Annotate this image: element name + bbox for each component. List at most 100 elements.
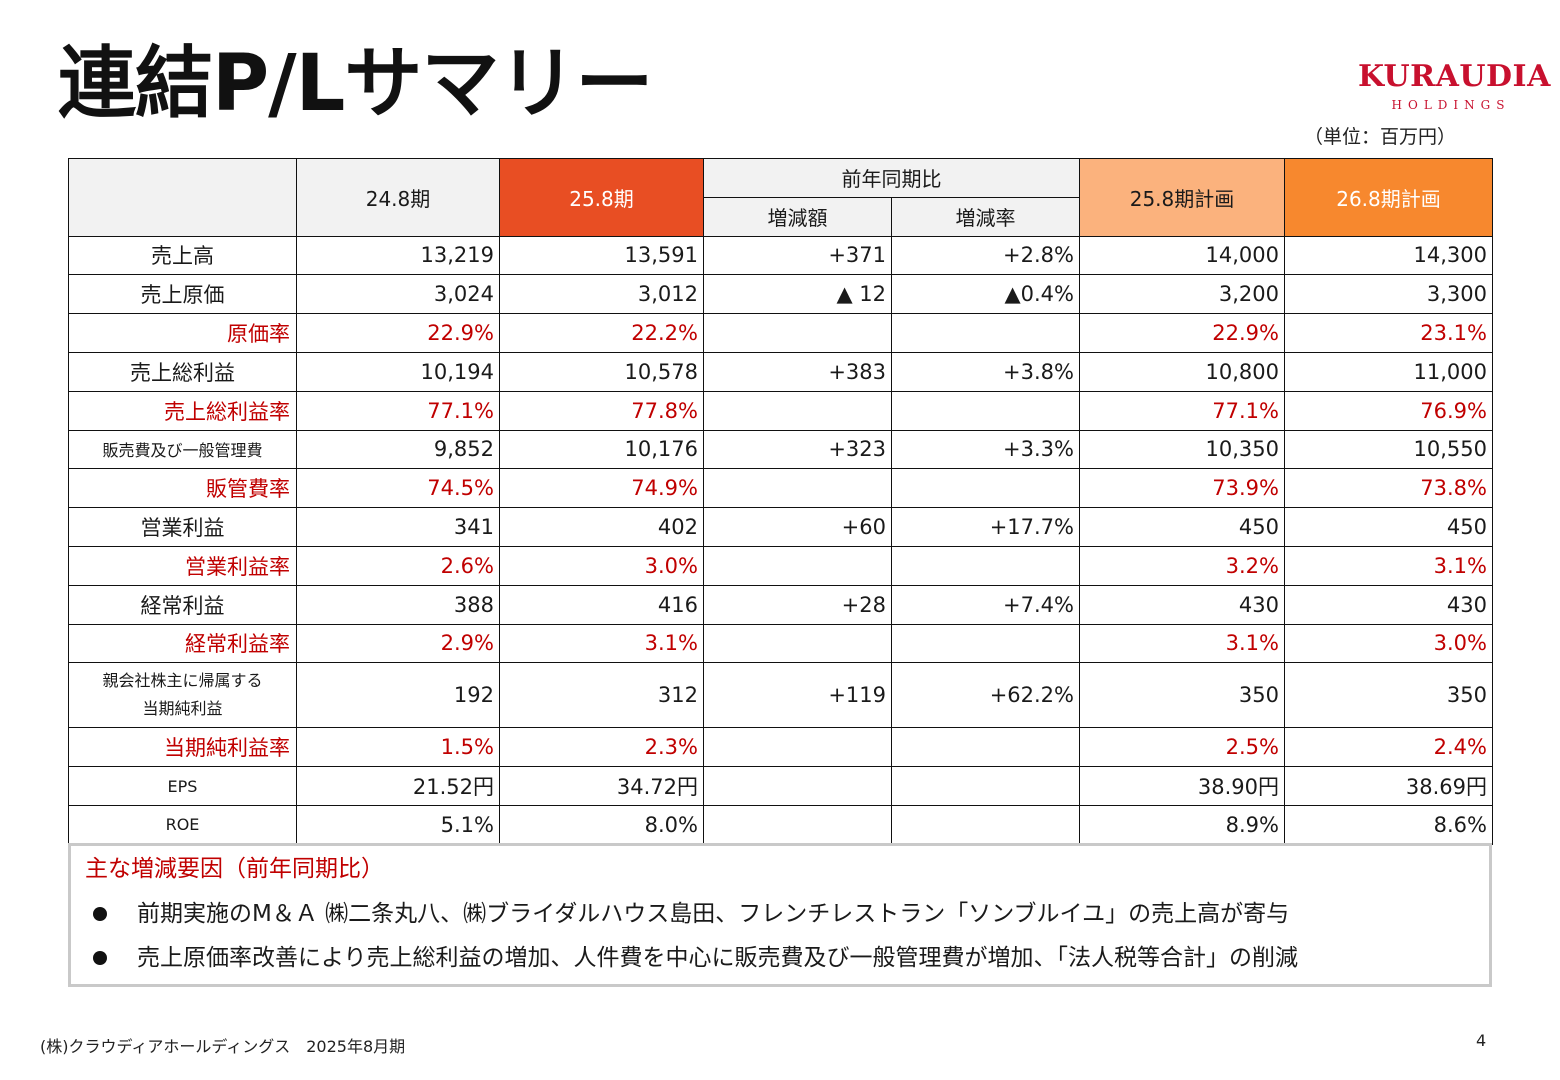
cell-plan26: 450 — [1284, 507, 1493, 547]
cell-plan25: 77.1% — [1079, 390, 1285, 431]
cell-prev: 10,194 — [296, 351, 500, 392]
header-current-period: 25.8期 — [499, 158, 704, 237]
cell-curr: 3.1% — [499, 623, 704, 664]
cell-plan25: 22.9% — [1079, 313, 1285, 353]
row-label: 販管費率 — [68, 468, 297, 509]
table-row: 売上総利益 10,194 10,578 +383 +3.8% 10,800 11… — [68, 351, 1493, 392]
cell-plan25: 10,800 — [1079, 351, 1285, 392]
cell-yoy-amount — [703, 623, 892, 664]
cell-plan25: 3,200 — [1079, 274, 1285, 315]
cell-prev: 2.9% — [296, 623, 500, 664]
table-row: 親会社株主に帰属する 当期純利益 192 312 +119 +62.2% 350… — [68, 662, 1493, 729]
cell-yoy-rate: +7.4% — [891, 584, 1080, 625]
table-row-ratio: 経常利益率 2.9% 3.1% 3.1% 3.0% — [68, 623, 1493, 664]
cell-curr: 3,012 — [499, 274, 704, 315]
bullet-icon — [93, 906, 107, 921]
pl-summary-table: 24.8期 25.8期 前年同期比 25.8期計画 26.8期計画 増減額 増減… — [68, 158, 1493, 845]
header-blank — [68, 158, 297, 237]
unit-label: （単位：百万円） — [1303, 126, 1456, 148]
cell-plan26: 350 — [1284, 662, 1493, 729]
row-label: 親会社株主に帰属する 当期純利益 — [68, 662, 297, 729]
factor-text: 前期実施のM＆Ａ ㈱二条丸八、㈱ブライダルハウス島田、フレンチレストラン「ソンブ… — [137, 900, 1290, 927]
row-label: 売上総利益率 — [68, 390, 297, 431]
cell-yoy-amount — [703, 727, 892, 768]
cell-plan25: 3.1% — [1079, 623, 1285, 664]
table-row: 経常利益 388 416 +28 +7.4% 430 430 — [68, 584, 1493, 625]
cell-plan26: 76.9% — [1284, 390, 1493, 431]
cell-prev: 192 — [296, 662, 500, 729]
table-row-ratio: 売上総利益率 77.1% 77.8% 77.1% 76.9% — [68, 390, 1493, 431]
cell-yoy-rate: +2.8% — [891, 235, 1080, 276]
cell-plan26: 38.69円 — [1284, 766, 1493, 806]
cell-curr: 3.0% — [499, 545, 704, 586]
table-row-ratio: 販管費率 74.5% 74.9% 73.9% 73.8% — [68, 468, 1493, 509]
table-row: 売上高 13,219 13,591 +371 +2.8% 14,000 14,3… — [68, 235, 1493, 276]
cell-yoy-amount: +323 — [703, 429, 892, 470]
cell-plan26: 430 — [1284, 584, 1493, 625]
table-row: 売上原価 3,024 3,012 ▲ 12 ▲0.4% 3,200 3,300 — [68, 274, 1493, 315]
cell-yoy-rate: +3.8% — [891, 351, 1080, 392]
cell-prev: 77.1% — [296, 390, 500, 431]
cell-plan26: 10,550 — [1284, 429, 1493, 470]
table-row: 営業利益 341 402 +60 +17.7% 450 450 — [68, 507, 1493, 547]
cell-plan25: 2.5% — [1079, 727, 1285, 768]
cell-yoy-amount: +119 — [703, 662, 892, 729]
cell-plan26: 8.6% — [1284, 804, 1493, 845]
cell-plan26: 11,000 — [1284, 351, 1493, 392]
cell-prev: 388 — [296, 584, 500, 625]
cell-prev: 1.5% — [296, 727, 500, 768]
cell-yoy-amount — [703, 766, 892, 806]
factor-item: 前期実施のM＆Ａ ㈱二条丸八、㈱ブライダルハウス島田、フレンチレストラン「ソンブ… — [85, 897, 1475, 932]
header-prev-period: 24.8期 — [296, 158, 500, 237]
cell-plan25: 3.2% — [1079, 545, 1285, 586]
row-label: 経常利益率 — [68, 623, 297, 664]
row-label: ROE — [68, 804, 297, 845]
row-label: 原価率 — [68, 313, 297, 353]
logo-sub-text: HOLDINGS — [1391, 98, 1511, 112]
page-title: 連結P/Lサマリー — [58, 39, 653, 129]
row-label: 営業利益 — [68, 507, 297, 547]
table-row: ROE 5.1% 8.0% 8.9% 8.6% — [68, 804, 1493, 845]
table-row: 販売費及び一般管理費 9,852 10,176 +323 +3.3% 10,35… — [68, 429, 1493, 470]
factor-item: 売上原価率改善により売上総利益の増加、人件費を中心に販売費及び一般管理費が増加、… — [85, 941, 1475, 976]
factors-title: 主な増減要因（前年同期比） — [85, 856, 384, 882]
cell-yoy-amount: ▲ 12 — [703, 274, 892, 315]
cell-yoy-rate — [891, 545, 1080, 586]
cell-prev: 22.9% — [296, 313, 500, 353]
cell-plan25: 8.9% — [1079, 804, 1285, 845]
row-label: 売上総利益 — [68, 351, 297, 392]
row-label: 経常利益 — [68, 584, 297, 625]
cell-plan26: 3.1% — [1284, 545, 1493, 586]
cell-yoy-rate — [891, 766, 1080, 806]
header-plan-26: 26.8期計画 — [1284, 158, 1493, 237]
page-number: 4 — [1476, 1031, 1487, 1050]
cell-plan26: 3,300 — [1284, 274, 1493, 315]
cell-yoy-rate — [891, 727, 1080, 768]
row-label: 当期純利益率 — [68, 727, 297, 768]
row-label: EPS — [68, 766, 297, 806]
cell-yoy-rate — [891, 623, 1080, 664]
cell-plan25: 430 — [1079, 584, 1285, 625]
cell-plan25: 450 — [1079, 507, 1285, 547]
cell-curr: 8.0% — [499, 804, 704, 845]
row-label: 売上高 — [68, 235, 297, 276]
cell-prev: 21.52円 — [296, 766, 500, 806]
logo-main-text: KURAUDIA — [1358, 59, 1551, 94]
table-row-ratio: 営業利益率 2.6% 3.0% 3.2% 3.1% — [68, 545, 1493, 586]
cell-curr: 34.72円 — [499, 766, 704, 806]
cell-yoy-rate: +3.3% — [891, 429, 1080, 470]
cell-prev: 341 — [296, 507, 500, 547]
cell-yoy-amount: +28 — [703, 584, 892, 625]
cell-plan26: 3.0% — [1284, 623, 1493, 664]
factor-text: 売上原価率改善により売上総利益の増加、人件費を中心に販売費及び一般管理費が増加、… — [137, 945, 1299, 971]
cell-plan26: 14,300 — [1284, 235, 1493, 276]
cell-yoy-amount — [703, 390, 892, 431]
cell-curr: 416 — [499, 584, 704, 625]
cell-curr: 2.3% — [499, 727, 704, 768]
company-logo: KURAUDIA HOLDINGS — [1358, 59, 1551, 113]
cell-yoy-amount — [703, 545, 892, 586]
cell-yoy-amount: +383 — [703, 351, 892, 392]
cell-plan25: 38.90円 — [1079, 766, 1285, 806]
cell-yoy-rate — [891, 313, 1080, 353]
cell-prev: 2.6% — [296, 545, 500, 586]
